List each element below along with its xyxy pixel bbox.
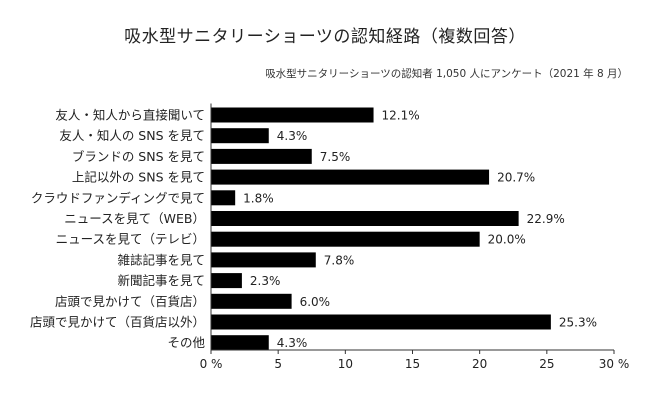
bar xyxy=(211,169,490,185)
value-label: 12.1% xyxy=(382,109,420,123)
category-label: ニュースを見て（WEB） xyxy=(64,211,205,226)
bar xyxy=(211,314,551,330)
x-tick-label: 15 xyxy=(405,357,420,371)
value-label: 1.8% xyxy=(243,191,274,205)
bar xyxy=(211,190,236,206)
value-label: 20.0% xyxy=(488,233,526,247)
x-tick-label: 0 % xyxy=(200,357,223,371)
value-label: 7.8% xyxy=(324,253,355,267)
value-label: 4.3% xyxy=(277,336,308,350)
x-tick-label: 20 xyxy=(472,357,487,371)
category-label: その他 xyxy=(167,335,205,350)
x-tick-label: 10 xyxy=(338,357,353,371)
value-label: 22.9% xyxy=(527,212,565,226)
bar xyxy=(211,148,312,164)
bar xyxy=(211,273,242,289)
category-label: 店頭で見かけて（百貨店） xyxy=(55,294,205,309)
category-label: 店頭で見かけて（百貨店以外） xyxy=(30,315,205,330)
x-tick-label: 5 xyxy=(274,357,282,371)
category-label: 雑誌記事を見て xyxy=(117,252,205,267)
value-label: 2.3% xyxy=(250,274,281,288)
value-label: 4.3% xyxy=(277,129,308,143)
category-label: クラウドファンディングで見て xyxy=(31,190,205,205)
x-tick-label: 30 % xyxy=(599,357,630,371)
x-tick-label: 25 xyxy=(539,357,554,371)
category-label: ニュースを見て（テレビ） xyxy=(56,232,205,247)
chart-subtitle: 吸水型サニタリーショーツの認知者 1,050 人にアンケート（2021 年 8 … xyxy=(265,68,628,80)
category-label: 友人・知人から直接聞いて xyxy=(55,108,205,123)
value-label: 7.5% xyxy=(320,150,351,164)
category-label: 上記以外の SNS を見て xyxy=(72,170,205,185)
x-axis: 0 % 5 10 15 20 25 30 % xyxy=(200,103,630,371)
bar xyxy=(211,211,519,226)
chart-title: 吸水型サニタリーショーツの認知経路（複数回答） xyxy=(124,27,526,47)
category-label: 新聞記事を見て xyxy=(117,273,205,288)
bar xyxy=(211,252,316,268)
category-label: 友人・知人の SNS を見て xyxy=(59,128,205,143)
bar xyxy=(211,231,480,247)
bar xyxy=(211,335,269,351)
bar xyxy=(211,293,292,309)
bar xyxy=(211,128,269,144)
bars-group xyxy=(211,107,551,351)
value-label: 6.0% xyxy=(300,295,331,309)
value-label: 20.7% xyxy=(497,171,535,185)
value-label: 25.3% xyxy=(559,316,597,330)
category-label: ブランドの SNS を見て xyxy=(72,149,205,164)
value-labels-group: 12.1% 4.3% 7.5% 20.7% 1.8% 22.9%20.0% 7.8% 2.3%… xyxy=(243,109,597,351)
bar xyxy=(211,107,374,123)
